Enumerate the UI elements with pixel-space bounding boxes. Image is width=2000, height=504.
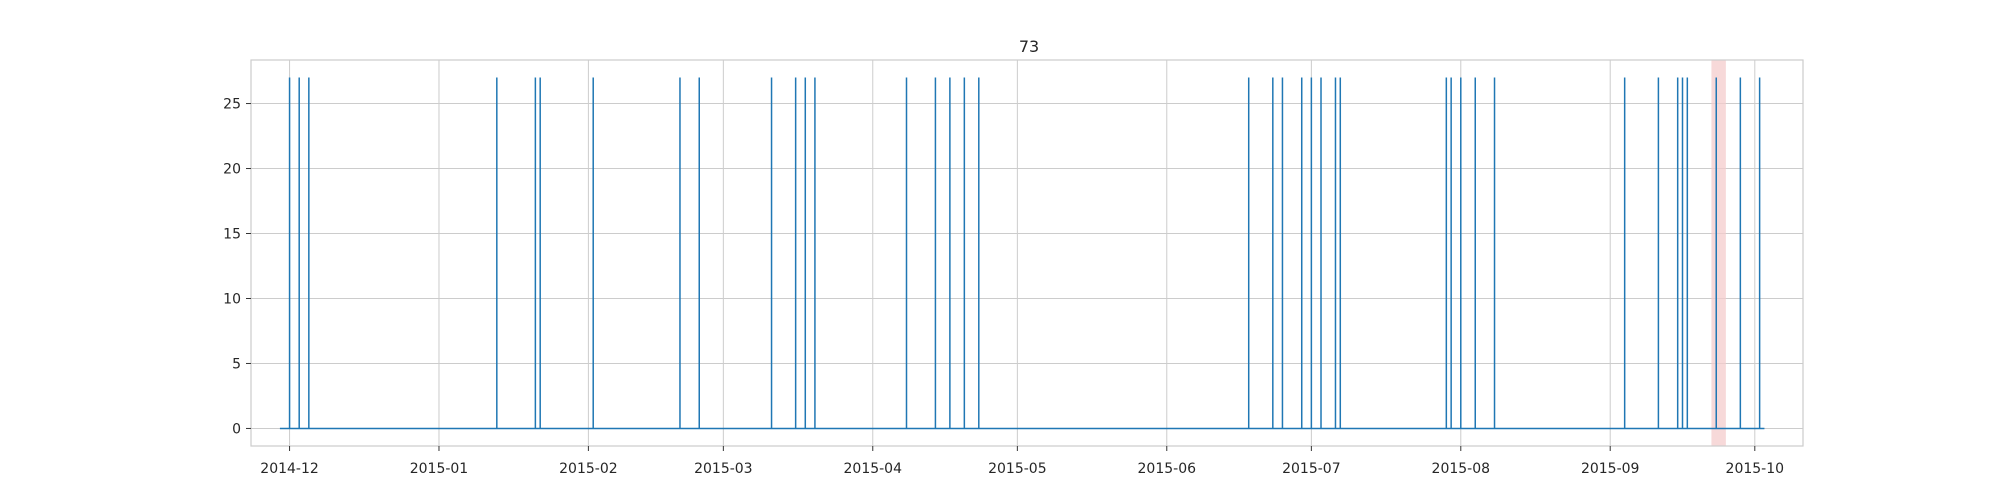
y-tick-label: 10 xyxy=(223,291,241,307)
x-tick-label: 2015-06 xyxy=(1138,461,1197,477)
x-tick-label: 2015-10 xyxy=(1726,461,1785,477)
x-tick-label: 2015-07 xyxy=(1282,461,1341,477)
grid-layer xyxy=(251,60,1803,446)
y-tick-label: 5 xyxy=(232,356,241,372)
x-tick-label: 2014-12 xyxy=(260,461,319,477)
chart-title: 73 xyxy=(1019,37,1039,56)
x-tick-label: 2015-09 xyxy=(1581,461,1640,477)
label-layer: 2014-12 2015-01 2015-02 2015-03 2015-04 2015-… xyxy=(223,97,1784,477)
x-tick-label: 2015-01 xyxy=(410,461,469,477)
plot-frame xyxy=(250,59,1804,447)
x-tick-label: 2015-05 xyxy=(988,461,1047,477)
x-tick-label: 2015-04 xyxy=(844,461,903,477)
y-tick-label: 20 xyxy=(223,162,241,178)
y-tick-label: 15 xyxy=(223,227,241,243)
y-tick-label: 0 xyxy=(232,421,241,437)
y-tick-label: 25 xyxy=(223,97,241,113)
x-tick-label: 2015-08 xyxy=(1432,461,1491,477)
x-tick-label: 2015-02 xyxy=(559,461,618,477)
series-layer xyxy=(279,77,1765,430)
x-tick-label: 2015-03 xyxy=(694,461,753,477)
highlight-span xyxy=(1711,60,1726,446)
highlight-layer xyxy=(1711,60,1726,446)
axis-layer xyxy=(246,59,1804,451)
